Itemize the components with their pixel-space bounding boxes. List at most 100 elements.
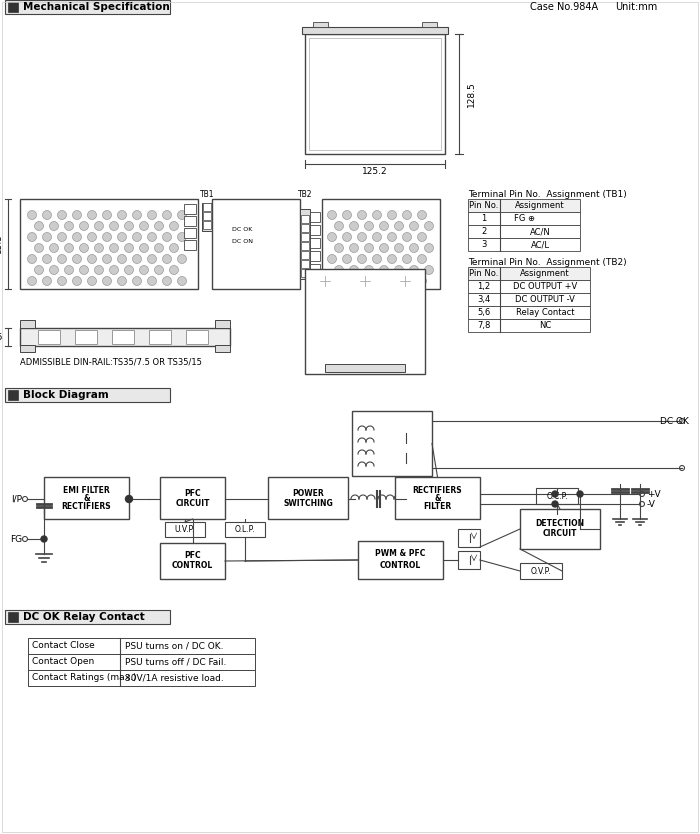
Text: CONTROL: CONTROL xyxy=(172,560,213,570)
Bar xyxy=(203,212,211,220)
Circle shape xyxy=(73,254,81,264)
Bar xyxy=(468,319,590,332)
Circle shape xyxy=(372,210,382,219)
Bar xyxy=(458,551,480,569)
Bar xyxy=(203,221,211,229)
Circle shape xyxy=(132,277,141,285)
Circle shape xyxy=(50,265,59,274)
Text: DC OK Relay Contact: DC OK Relay Contact xyxy=(23,612,145,622)
Circle shape xyxy=(94,244,104,253)
Text: Assignment: Assignment xyxy=(520,269,570,278)
Circle shape xyxy=(73,210,81,219)
Text: Unit:mm: Unit:mm xyxy=(615,2,657,12)
Circle shape xyxy=(162,254,172,264)
Text: 3,4: 3,4 xyxy=(477,295,491,304)
Text: 2: 2 xyxy=(482,227,486,236)
Bar xyxy=(215,320,230,328)
Bar xyxy=(301,260,309,268)
Bar xyxy=(20,320,35,328)
Text: RECTIFIERS: RECTIFIERS xyxy=(413,485,462,495)
Circle shape xyxy=(328,233,337,242)
Text: 3: 3 xyxy=(482,240,486,249)
Bar xyxy=(422,22,437,27)
Circle shape xyxy=(109,244,118,253)
Circle shape xyxy=(80,265,88,274)
Text: PFC: PFC xyxy=(184,489,201,498)
Circle shape xyxy=(102,233,111,242)
Circle shape xyxy=(109,222,118,230)
Circle shape xyxy=(169,244,178,253)
Bar xyxy=(20,328,230,346)
Circle shape xyxy=(102,254,111,264)
Circle shape xyxy=(132,210,141,219)
Circle shape xyxy=(417,277,426,285)
Circle shape xyxy=(342,277,351,285)
Circle shape xyxy=(109,265,118,274)
Circle shape xyxy=(102,277,111,285)
Circle shape xyxy=(162,277,172,285)
Circle shape xyxy=(50,244,59,253)
Circle shape xyxy=(34,222,43,230)
Bar xyxy=(305,269,425,374)
Circle shape xyxy=(57,277,66,285)
Bar xyxy=(5,610,170,624)
Text: Block Diagram: Block Diagram xyxy=(23,390,108,400)
Bar xyxy=(301,215,309,223)
Text: NC: NC xyxy=(539,321,551,330)
Circle shape xyxy=(43,210,52,219)
Text: RECTIFIERS: RECTIFIERS xyxy=(62,501,111,510)
Bar xyxy=(468,280,590,293)
Text: FG: FG xyxy=(10,535,22,544)
Text: 128.5: 128.5 xyxy=(466,81,475,107)
Bar xyxy=(300,209,310,279)
Circle shape xyxy=(395,244,403,253)
Bar xyxy=(160,543,225,579)
Text: FILTER: FILTER xyxy=(424,501,452,510)
Circle shape xyxy=(64,222,74,230)
Circle shape xyxy=(388,210,396,219)
Circle shape xyxy=(178,277,186,285)
Circle shape xyxy=(552,501,558,507)
Bar xyxy=(468,212,580,225)
Bar xyxy=(310,264,320,274)
Text: DC OUTPUT +V: DC OUTPUT +V xyxy=(513,282,577,291)
Circle shape xyxy=(132,233,141,242)
Circle shape xyxy=(57,254,66,264)
Bar xyxy=(468,267,590,280)
Text: ADMISSIBLE DIN-RAIL:TS35/7.5 OR TS35/15: ADMISSIBLE DIN-RAIL:TS35/7.5 OR TS35/15 xyxy=(20,358,202,366)
Circle shape xyxy=(125,495,132,503)
Text: Terminal Pin No.  Assignment (TB2): Terminal Pin No. Assignment (TB2) xyxy=(468,258,626,267)
Circle shape xyxy=(402,254,412,264)
Bar xyxy=(309,38,441,150)
Bar xyxy=(112,330,134,344)
Bar xyxy=(313,22,328,27)
Circle shape xyxy=(372,254,382,264)
Text: AC/N: AC/N xyxy=(530,227,550,236)
Circle shape xyxy=(402,210,412,219)
Text: Terminal Pin No.  Assignment (TB1): Terminal Pin No. Assignment (TB1) xyxy=(468,190,626,199)
Bar xyxy=(358,541,443,579)
Bar xyxy=(520,563,562,579)
Bar xyxy=(536,488,578,504)
Bar xyxy=(75,330,97,344)
Bar xyxy=(302,27,448,34)
Text: 1,2: 1,2 xyxy=(477,282,491,291)
Circle shape xyxy=(132,254,141,264)
Circle shape xyxy=(358,277,367,285)
Bar xyxy=(149,330,171,344)
Circle shape xyxy=(43,254,52,264)
Circle shape xyxy=(155,222,164,230)
Circle shape xyxy=(50,222,59,230)
Text: &: & xyxy=(434,494,441,503)
Bar xyxy=(202,203,212,231)
Bar xyxy=(160,477,225,519)
Circle shape xyxy=(358,233,367,242)
Circle shape xyxy=(328,210,337,219)
Circle shape xyxy=(139,222,148,230)
Bar xyxy=(184,228,196,238)
Circle shape xyxy=(80,244,88,253)
Circle shape xyxy=(27,277,36,285)
Circle shape xyxy=(335,222,344,230)
Circle shape xyxy=(88,277,97,285)
Text: Relay Contact: Relay Contact xyxy=(516,308,574,317)
